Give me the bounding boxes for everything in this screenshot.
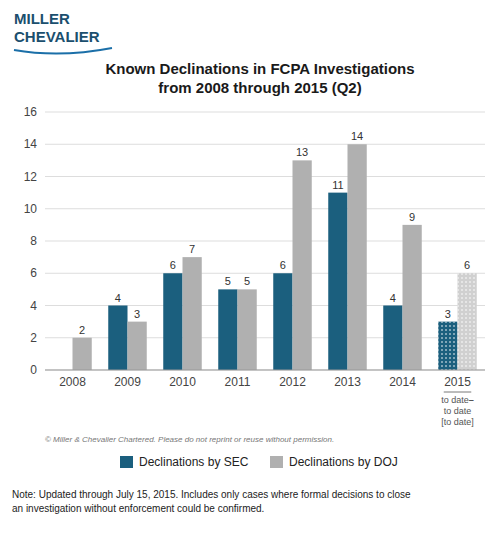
logo-text: CHEVALIER — [14, 28, 100, 45]
to-date-label: to date⎯ — [441, 395, 474, 405]
data-label: 11 — [332, 179, 343, 191]
legend-label: Declinations by SEC — [139, 455, 249, 469]
bar — [438, 322, 457, 370]
legend-label: Declinations by DOJ — [289, 455, 398, 469]
data-label: 6 — [280, 259, 286, 271]
to-date-label: to date — [444, 406, 472, 416]
data-label: 14 — [351, 130, 363, 142]
bar — [218, 289, 237, 370]
bar — [163, 273, 182, 370]
x-axis-line — [45, 370, 485, 371]
y-tick-label: 10 — [24, 202, 38, 216]
grid-line — [45, 112, 485, 113]
data-label: 2 — [79, 324, 85, 336]
note: Note: Updated through July 15, 2015. Inc… — [12, 489, 411, 514]
title: Known Declinations in FCPA Investigation… — [105, 60, 414, 96]
bar — [73, 338, 92, 370]
to-date-bracket — [444, 392, 472, 393]
logo-swoosh — [14, 48, 112, 54]
y-tick-label: 0 — [30, 363, 37, 377]
data-label: 3 — [445, 308, 451, 320]
legend-swatch — [270, 456, 283, 468]
logo-text: MILLER — [14, 10, 70, 27]
x-tick-label: 2011 — [225, 375, 251, 389]
data-label: 6 — [170, 259, 176, 271]
data-label: 4 — [390, 292, 396, 304]
grid-line — [45, 176, 485, 177]
x-tick-label: 2012 — [279, 375, 306, 389]
y-tick-label: 14 — [24, 137, 38, 151]
chart: MILLERCHEVALIER Known Declinations in FCP… — [0, 0, 499, 557]
grid-line — [45, 144, 485, 145]
bar — [183, 257, 202, 370]
x-tick-label: 2015 — [444, 375, 471, 389]
legend-swatch — [120, 456, 133, 468]
data-label: 6 — [464, 259, 470, 271]
bar — [383, 306, 402, 371]
bar — [108, 306, 127, 371]
bar — [273, 273, 292, 370]
x-tick-label: 2009 — [114, 375, 141, 389]
data-label: 5 — [244, 275, 250, 287]
data-label: 5 — [225, 275, 231, 287]
y-tick-label: 16 — [24, 105, 38, 119]
bar-hatch — [438, 322, 457, 370]
y-tick-label: 8 — [30, 234, 37, 248]
data-label: 13 — [296, 146, 308, 158]
bar — [348, 144, 367, 370]
text-line: from 2008 through 2015 (Q2) — [158, 79, 361, 96]
legend: Declinations by SEC Declinations by DOJ — [120, 455, 398, 469]
plot-area — [73, 144, 477, 370]
data-label: 3 — [134, 308, 140, 320]
y-tick-label: 6 — [30, 266, 37, 280]
bar-hatch — [458, 273, 477, 370]
data-label: 4 — [115, 292, 121, 304]
y-tick-label: 12 — [24, 170, 38, 184]
y-tick-label: 4 — [30, 299, 37, 313]
grid-line — [45, 370, 485, 371]
data-label: 9 — [409, 211, 415, 223]
bar — [238, 289, 257, 370]
data-labels: 4 6 5 6 11 4 3 2 3 7 5 13 14 9 6 — [79, 130, 470, 336]
bar — [403, 225, 422, 370]
bar — [293, 160, 312, 370]
grid-line — [45, 208, 485, 209]
x-tick-label: 2013 — [334, 375, 361, 389]
text-line: an investigation without enforcement cou… — [12, 503, 264, 514]
bar — [458, 273, 477, 370]
bar — [128, 322, 147, 370]
bar — [328, 193, 347, 370]
x-tick-label: 2008 — [59, 375, 86, 389]
copyright: © Miller & Chevalier Chartered. Please d… — [45, 435, 334, 444]
x-tick-label: 2014 — [389, 375, 416, 389]
to-date-label: [to date] — [441, 417, 474, 427]
text-line: Note: Updated through July 15, 2015. Inc… — [12, 489, 411, 500]
data-label: 7 — [189, 243, 195, 255]
text-line: Known Declinations in FCPA Investigation… — [105, 60, 414, 77]
y-tick-label: 2 — [30, 331, 37, 345]
x-tick-label: 2010 — [169, 375, 196, 389]
